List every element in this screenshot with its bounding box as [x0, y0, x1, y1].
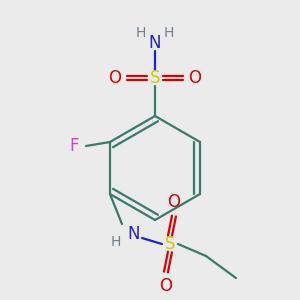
Text: O: O	[188, 69, 202, 87]
Text: S: S	[165, 235, 175, 253]
Text: O: O	[160, 277, 172, 295]
Text: H: H	[136, 26, 146, 40]
Text: N: N	[128, 225, 140, 243]
Text: S: S	[150, 69, 160, 87]
Text: O: O	[109, 69, 122, 87]
Text: O: O	[167, 193, 181, 211]
Text: H: H	[164, 26, 174, 40]
Text: N: N	[149, 34, 161, 52]
Text: F: F	[69, 137, 79, 155]
Text: H: H	[111, 235, 121, 249]
